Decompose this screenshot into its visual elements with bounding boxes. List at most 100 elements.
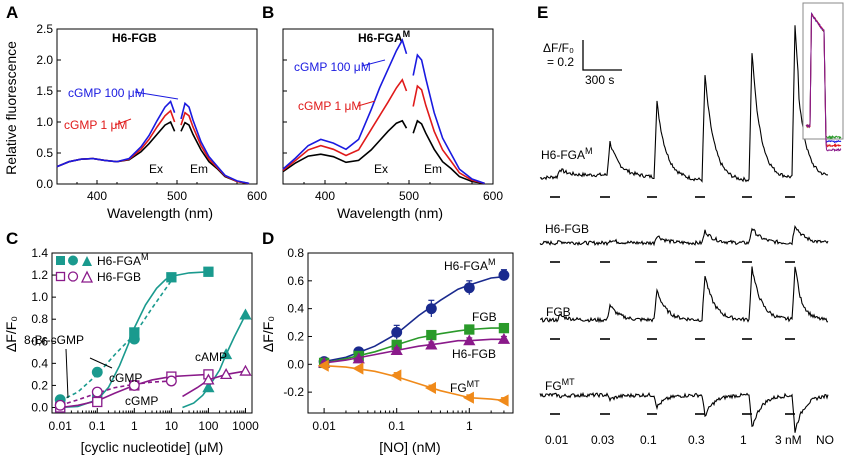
data-point (219, 348, 233, 360)
spectrum-line-ex (282, 119, 408, 173)
panel-b-xlabel: Wavelength (nm) (337, 205, 443, 221)
data-point (425, 303, 437, 315)
panel-e: ΔF/F₀ = 0.2 300 s H6-FGAM H6-FGB FGB FGM… (539, 2, 844, 447)
x-tick-label: 1000 (232, 419, 259, 433)
legend-label-h6fgb: H6-FGB (97, 270, 141, 284)
panel-e-traces (539, 25, 829, 433)
conc-label: 3 nM (775, 433, 802, 447)
data-point (54, 399, 66, 411)
y-tick-label: 1.2 (31, 268, 48, 282)
panel-d: ΔF/F₀ [NO] (nM) 0.01 0.1 1 -0.2 0.0 0.2 0.4 0.6… (260, 246, 514, 455)
legend-marker-circle-open (67, 271, 79, 282)
data-point (390, 344, 403, 356)
x-tick-label: 1 (466, 419, 473, 433)
data-point (497, 332, 511, 344)
y-tick-label: 1.4 (31, 246, 48, 260)
panel-letter-d: D (262, 229, 274, 248)
conc-label: 0.3 (688, 433, 705, 447)
legend-label-fgam: H6-FGAM (97, 252, 149, 268)
panel-c-annotation-camp: cAMP (195, 350, 227, 364)
panel-e-scale-label: ΔF/F₀ (543, 41, 574, 55)
panel-d-xlabel: [NO] (nM) (379, 439, 440, 455)
data-point (352, 362, 364, 375)
panel-c-ylabel: ΔF/F₀ (3, 316, 19, 352)
data-point (424, 381, 436, 395)
conc-label: 0.03 (591, 433, 615, 447)
y-tick-label: 0.8 (287, 246, 304, 260)
panel-a-arrow-low (114, 118, 132, 126)
spectrum-line-em (412, 119, 485, 185)
y-tick-label: 1.5 (36, 84, 53, 98)
data-point (128, 333, 140, 345)
spectrum-line-em (180, 101, 250, 185)
data-point (203, 266, 214, 277)
panel-a: H6-FGB Relative fluorescence Wavelength … (3, 22, 267, 221)
panel-d-label-fgmt: FGMT (450, 379, 480, 395)
y-tick-label: 0.6 (31, 334, 48, 348)
panel-letter-a: A (6, 3, 18, 22)
data-point (92, 396, 103, 408)
data-point (463, 282, 475, 294)
panel-a-title: H6-FGB (112, 31, 157, 45)
panel-a-ex-label: Ex (149, 162, 163, 176)
panel-a-em-label: Em (190, 162, 208, 176)
y-tick-label: 2.0 (36, 53, 53, 67)
panel-b-arrow-low (357, 100, 376, 107)
legend-marker-square-open (55, 271, 66, 282)
panel-b-title: H6-FGAM (358, 29, 410, 45)
data-point (91, 386, 103, 398)
panel-b-em-label: Em (424, 162, 442, 176)
data-point (91, 366, 103, 378)
x-tick-label: 400 (87, 189, 107, 203)
panel-b-lines (282, 38, 485, 185)
spectrum-line-ex (282, 78, 408, 172)
data-point (498, 322, 510, 334)
x-tick-label: 0.01 (49, 419, 73, 433)
y-tick-label: 0.0 (287, 357, 304, 371)
panel-a-xlabel: Wavelength (nm) (107, 205, 213, 221)
data-point (390, 369, 402, 382)
data-point (128, 379, 140, 391)
data-point (391, 326, 403, 338)
y-tick-label: 0.8 (31, 312, 48, 326)
x-tick-label: 500 (399, 189, 419, 203)
panel-c-annotation-8br: 8-Br-cGMP (24, 333, 84, 347)
panel-d-frame (307, 252, 514, 414)
trace-line (539, 25, 829, 183)
spectrum-line-em (412, 84, 485, 185)
panel-a-arrow-high (134, 91, 179, 100)
panel-e-stim-bars (550, 196, 795, 415)
x-tick-label: 600 (247, 189, 267, 203)
data-point (165, 375, 177, 387)
panel-e-scalebar (582, 40, 622, 71)
panel-c-axes: 0.01 0.1 1 10 100 1000 0.0 0.2 0.4 0.6 0.8 1.0 1.2 1.… (31, 246, 259, 433)
x-tick-label: 400 (315, 189, 335, 203)
panel-e-inset-traces (805, 11, 842, 152)
data-point (166, 272, 177, 283)
y-tick-label: -0.2 (283, 385, 304, 399)
data-point (202, 381, 215, 393)
panel-e-trace-label-2: H6-FGB (545, 222, 589, 236)
conc-label: 0.1 (640, 433, 657, 447)
data-point (239, 308, 252, 320)
panel-d-label-h6fgb: H6-FGB (452, 347, 496, 361)
panel-b-label-low: cGMP 1 μM (298, 99, 361, 113)
trace-line (540, 266, 829, 324)
panel-d-plot (317, 269, 511, 407)
y-tick-label: 2.5 (36, 22, 53, 36)
panel-c-arrow-8br (65, 348, 69, 399)
panel-e-scale-time: 300 s (585, 73, 614, 87)
legend-marker-square-filled (56, 256, 65, 265)
y-tick-label: 1.0 (31, 290, 48, 304)
data-point (317, 359, 329, 372)
panel-letter-e: E (537, 3, 548, 22)
x-tick-label: 10 (165, 419, 179, 433)
panel-a-label-low: cGMP 1 μM (64, 118, 127, 132)
legend-marker-circle-filled (68, 255, 78, 266)
x-tick-label: 500 (167, 189, 187, 203)
conc-label: 1 (740, 433, 747, 447)
panel-d-label-fgb: FGB (472, 310, 497, 324)
panel-b-ex-label: Ex (374, 162, 388, 176)
panel-letter-b: B (262, 3, 274, 22)
